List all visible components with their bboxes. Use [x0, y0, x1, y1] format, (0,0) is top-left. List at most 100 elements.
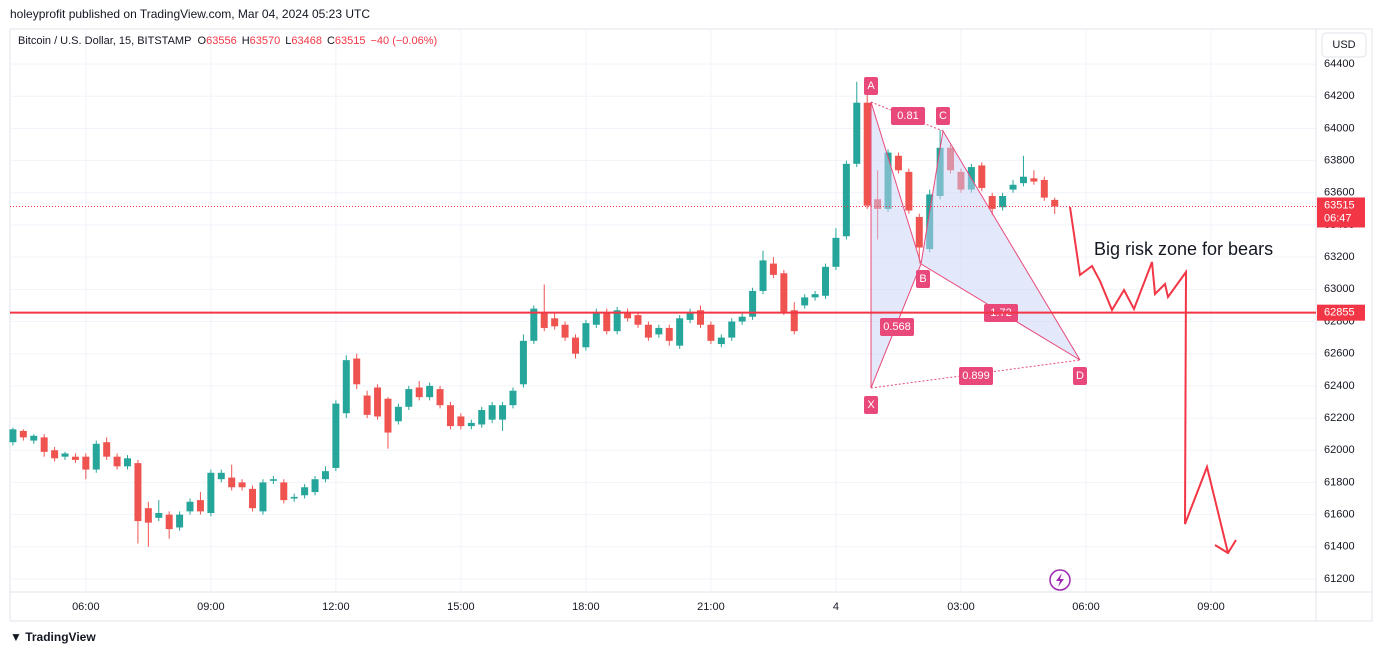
candle-body: [530, 308, 538, 341]
candle-body: [540, 313, 548, 328]
candle-body: [603, 313, 611, 332]
candle-body: [790, 310, 798, 332]
candle-body: [561, 324, 569, 338]
candle-body: [113, 456, 121, 467]
legend-change: −40 (−0.06%): [370, 35, 438, 47]
currency: USD: [1332, 39, 1355, 51]
candle-body: [644, 324, 652, 338]
candle-body: [1051, 199, 1059, 207]
countdown-label: 06:47: [1324, 212, 1352, 224]
candle-body: [207, 472, 215, 513]
candle-body: [228, 477, 236, 488]
candle-body: [915, 216, 923, 248]
candle-body: [999, 196, 1007, 208]
level-label-bg: [1317, 304, 1365, 321]
candle-body: [780, 273, 788, 312]
legend-key: H: [241, 35, 250, 47]
candle-body: [634, 315, 642, 325]
candle-body: [40, 437, 48, 452]
candle-body: [894, 155, 902, 171]
candle-body: [655, 327, 663, 335]
candle-body: [374, 387, 382, 417]
drawn-arrow: [1069, 206, 1229, 554]
candle-body: [259, 482, 267, 512]
candle-body: [582, 323, 590, 348]
candle-body: [863, 102, 871, 206]
y-tick-label: 64200: [1324, 90, 1355, 102]
candle-body: [269, 479, 277, 481]
candle-body: [353, 358, 361, 385]
pattern-label: B: [919, 273, 926, 285]
candle-body: [457, 416, 465, 427]
logo: ▼ TradingView: [10, 630, 96, 644]
y-tick-label: 62200: [1324, 412, 1355, 424]
candle-body: [290, 496, 298, 499]
candle-body: [249, 488, 257, 509]
candle-body: [832, 237, 840, 267]
candle-body: [1040, 179, 1048, 198]
y-tick-label: 62000: [1324, 444, 1355, 456]
pattern-label: 0.899: [962, 370, 990, 382]
symbol-legend: Bitcoin / U.S. Dollar, 15, BITSTAMP O635…: [18, 35, 442, 47]
last-price-label: 63515: [1324, 199, 1355, 211]
candle-body: [124, 458, 132, 467]
candle-body: [363, 395, 371, 415]
candle-body: [801, 297, 809, 306]
annotation: Big risk zone for bears: [1094, 239, 1273, 259]
event-bolt: [1056, 573, 1064, 587]
candle-body: [446, 405, 454, 427]
candle-body: [728, 321, 736, 338]
pattern-label-bg: [864, 396, 878, 414]
candle-body: [61, 453, 69, 457]
y-tick-label: 63600: [1324, 187, 1355, 199]
harmonic-pattern: [870, 101, 1081, 389]
candle-body: [103, 442, 111, 457]
candle-body: [978, 165, 986, 188]
pattern-label-bg: [880, 318, 914, 336]
x-tick-label: 09:00: [197, 601, 225, 613]
candle-body: [488, 405, 496, 420]
candle-body: [905, 171, 913, 211]
pattern-label-bg: [936, 107, 950, 125]
candle-body: [519, 340, 527, 385]
x-tick-label: 21:00: [697, 601, 725, 613]
y-tick-label: 62600: [1324, 348, 1355, 360]
y-tick-label: 63800: [1324, 155, 1355, 167]
y-tick-label: 63000: [1324, 283, 1355, 295]
pattern-label: X: [867, 399, 875, 411]
candle-body: [384, 398, 392, 433]
last-price-bg: [1317, 197, 1365, 228]
candle-body: [196, 500, 204, 512]
candle-body: [499, 405, 507, 420]
candle-body: [676, 318, 684, 346]
candle-body: [707, 324, 715, 341]
pattern-label-bg: [916, 270, 930, 288]
candle-body: [822, 266, 830, 296]
pattern-label: D: [1076, 370, 1084, 382]
byline: holeyprofit published on TradingView.com…: [10, 7, 370, 21]
candle-body: [155, 512, 163, 518]
grid: [10, 29, 1316, 592]
candle-body: [30, 435, 38, 441]
logo-text: TradingView: [25, 630, 96, 644]
x-tick-label: 06:00: [72, 601, 100, 613]
candle-body: [592, 313, 600, 325]
pattern-label: 0.81: [897, 110, 918, 122]
candle-body: [217, 472, 225, 480]
candle-body: [301, 487, 309, 496]
legend-value: 63468: [291, 35, 322, 47]
candle-body: [509, 390, 517, 406]
candle-body: [426, 385, 434, 398]
candle-body: [82, 456, 90, 470]
y-tick-label: 63200: [1324, 251, 1355, 263]
candle-body: [571, 337, 579, 354]
candle-body: [415, 387, 423, 398]
candle-body: [717, 337, 725, 345]
pattern-dotted: [870, 101, 944, 132]
y-tick-label: 61600: [1324, 509, 1355, 521]
pattern-label-bg: [864, 77, 878, 95]
candle-body: [332, 403, 340, 468]
currency-button[interactable]: [1321, 32, 1367, 58]
candle-body: [436, 389, 444, 406]
